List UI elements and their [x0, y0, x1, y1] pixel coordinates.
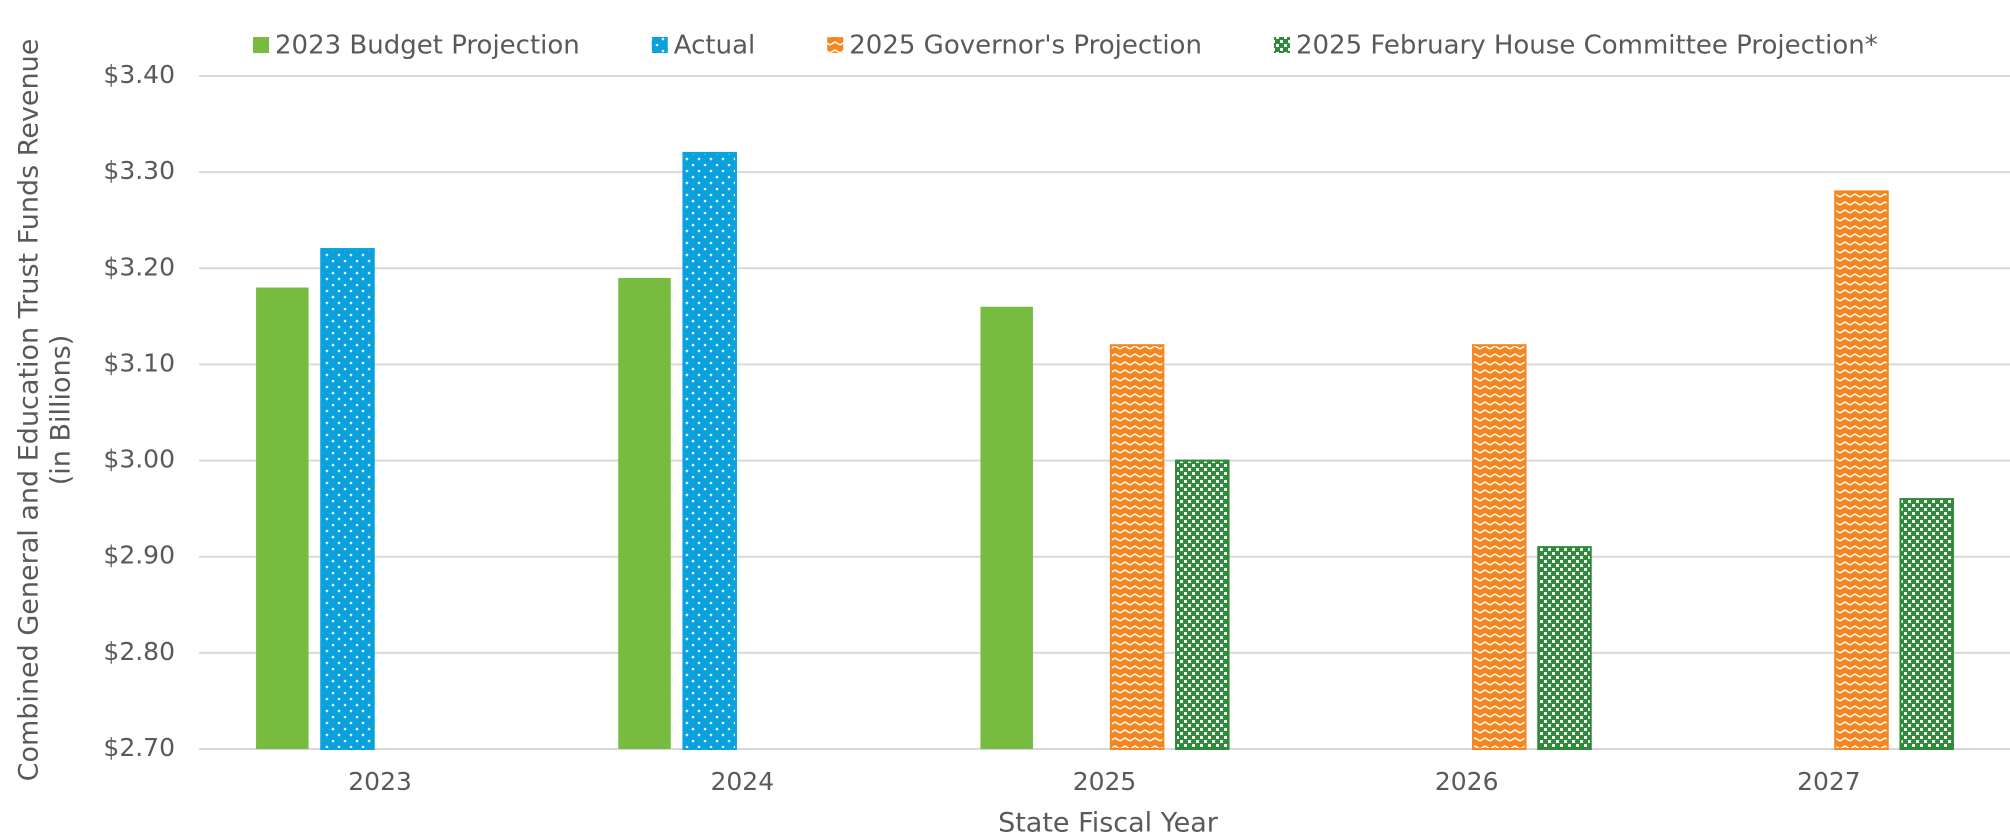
y-tick-label: $3.00 [103, 445, 175, 474]
bar [1175, 459, 1230, 750]
x-tick-label: 2027 [1797, 767, 1861, 796]
bar [1472, 344, 1527, 750]
legend-swatch [253, 37, 269, 53]
legend-swatch [651, 37, 668, 53]
x-tick-label: 2026 [1435, 767, 1499, 796]
y-axis-title-line: Combined General and Education Trust Fun… [14, 39, 45, 782]
bar [618, 277, 671, 749]
y-tick-label: $3.20 [103, 252, 175, 281]
bar [256, 287, 309, 749]
x-axis-title: State Fiscal Year [998, 808, 1219, 837]
legend-label: 2025 Governor's Projection [849, 31, 1202, 61]
x-tick-label: 2024 [710, 767, 774, 796]
legend-item: 2025 February House Committee Projection… [1273, 31, 1878, 61]
bar [682, 151, 737, 750]
bar [980, 306, 1033, 749]
legend-label: 2025 February House Committee Projection… [1296, 31, 1878, 61]
legend-item: 2025 Governor's Projection [827, 31, 1202, 61]
bar [1537, 546, 1592, 750]
y-tick-label: $3.40 [103, 60, 175, 89]
x-tick-label: 2023 [348, 767, 412, 796]
bar [1899, 498, 1954, 750]
legend-item: 2023 Budget Projection [253, 31, 580, 61]
legend-swatch [827, 37, 844, 53]
y-tick-label: $3.30 [103, 156, 175, 185]
y-axis-title-line: (in Billions) [46, 335, 77, 486]
legend-label: 2023 Budget Projection [275, 31, 580, 61]
y-tick-label: $2.80 [103, 637, 175, 666]
y-tick-label: $2.90 [103, 541, 175, 570]
legend-item: Actual [651, 31, 755, 61]
y-tick-label: $3.10 [103, 348, 175, 377]
bar [1109, 344, 1165, 750]
y-axis-title: Combined General and Education Trust Fun… [14, 39, 77, 782]
bar [1834, 190, 1889, 751]
legend-label: Actual [674, 31, 755, 61]
legend-swatch [1273, 37, 1290, 53]
x-tick-label: 2025 [1073, 767, 1137, 796]
bar [320, 248, 375, 751]
y-tick-label: $2.70 [103, 733, 175, 762]
